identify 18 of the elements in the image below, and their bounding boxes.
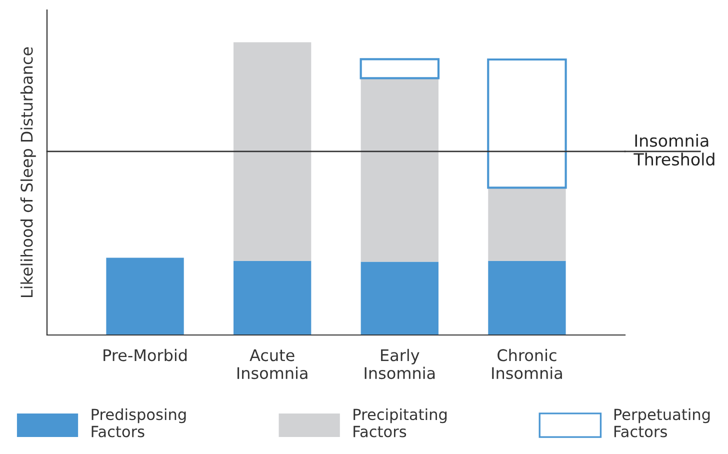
legend-label: Predisposing Factors: [92, 408, 186, 438]
bar: [488, 188, 566, 261]
ref-line-label: Insomnia Threshold: [634, 134, 714, 166]
x-tick-label: Chronic Insomnia: [492, 348, 562, 380]
x-tick-label: Acute Insomnia: [237, 349, 308, 380]
bar: [487, 58, 567, 189]
bar: [360, 58, 440, 80]
bar: [360, 78, 438, 262]
y-axis-title: Likelihood of Sleep Disturbance: [20, 47, 36, 298]
legend-label: Perpetuating Factors: [614, 408, 710, 438]
bar: [234, 260, 312, 335]
bar: [106, 258, 184, 335]
bar: [360, 262, 438, 335]
bar: [488, 260, 566, 335]
x-tick-label: Pre-Morbid: [104, 348, 187, 362]
legend-label: Precipitating Factors: [354, 408, 447, 438]
x-tick-label: Early Insomnia: [364, 348, 435, 380]
bar: [234, 42, 312, 261]
